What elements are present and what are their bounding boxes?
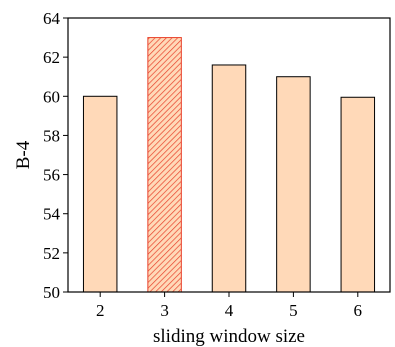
x-axis-label: sliding window size bbox=[153, 326, 305, 347]
bar-3 bbox=[147, 37, 182, 293]
bar-6 bbox=[340, 96, 376, 293]
x-tick-label: 6 bbox=[354, 301, 363, 320]
y-tick-label: 58 bbox=[43, 126, 60, 145]
bars-group bbox=[82, 37, 376, 293]
y-tick-label: 54 bbox=[43, 205, 61, 224]
y-tick-label: 60 bbox=[43, 87, 60, 106]
x-tick-label: 5 bbox=[289, 301, 298, 320]
y-tick-label: 62 bbox=[43, 48, 60, 67]
bar-5 bbox=[276, 76, 311, 293]
x-tick-label: 4 bbox=[225, 301, 234, 320]
y-tick-label: 64 bbox=[43, 9, 61, 28]
bar-4 bbox=[211, 64, 247, 293]
bar-2 bbox=[82, 95, 118, 293]
x-tick-label: 2 bbox=[96, 301, 105, 320]
y-tick-label: 56 bbox=[43, 166, 60, 185]
plot-frame bbox=[67, 17, 391, 293]
x-tick-label: 3 bbox=[160, 301, 169, 320]
y-axis-label: B-4 bbox=[13, 140, 34, 169]
y-tick-label: 50 bbox=[43, 283, 60, 302]
y-tick-label: 52 bbox=[43, 244, 60, 263]
